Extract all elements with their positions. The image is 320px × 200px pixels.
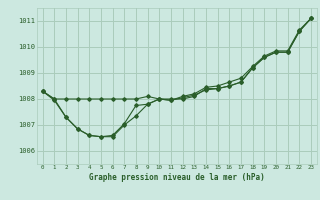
X-axis label: Graphe pression niveau de la mer (hPa): Graphe pression niveau de la mer (hPa): [89, 173, 265, 182]
